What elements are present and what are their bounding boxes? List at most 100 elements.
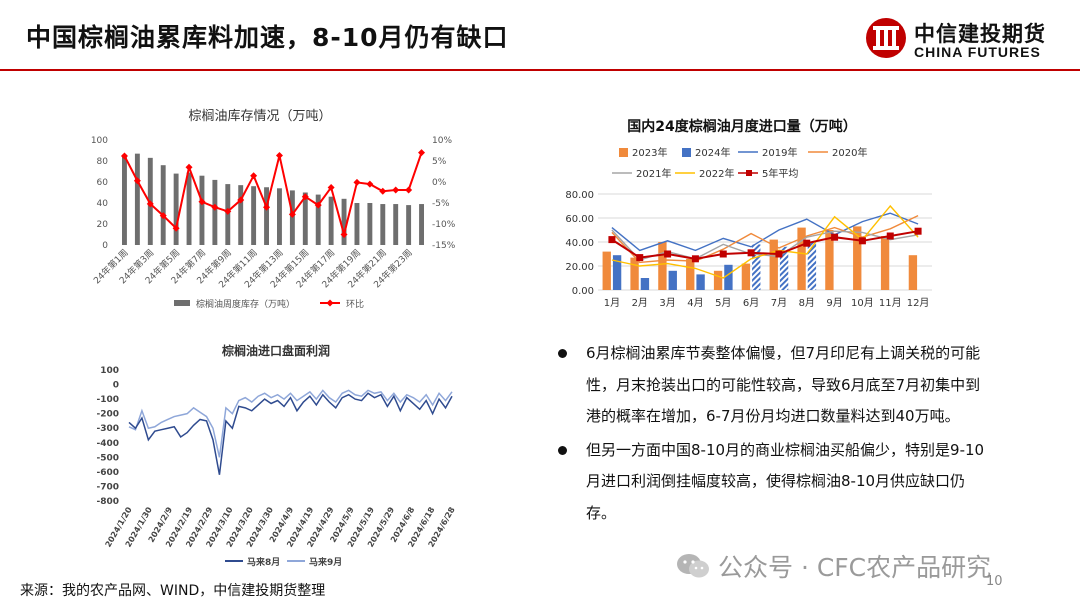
avg-marker (636, 254, 644, 262)
bar-2024 (640, 278, 650, 290)
y-tick-left: 20 (97, 220, 109, 230)
inventory-bar (419, 204, 424, 245)
inventory-bar (315, 194, 321, 245)
inventory-bar (264, 187, 269, 245)
logo-en: CHINA FUTURES (914, 44, 1041, 60)
watermark-text: 公众号 · CFC农产品研究 (718, 553, 992, 582)
avg-marker (775, 250, 783, 258)
avg-marker (691, 255, 699, 263)
bullet-dot-icon (558, 445, 567, 455)
x-tick: 6月 (743, 297, 759, 309)
x-tick: 11月 (879, 297, 902, 309)
inventory-bar (406, 205, 412, 245)
y-tick-right: -10% (432, 220, 456, 230)
legend-label: 2024年 (695, 146, 730, 159)
legend-label: 2022年 (699, 167, 734, 180)
bullet-item: 6月棕榈油累库节奏整体偏慢，但7月印尼有上调关税的可能性，月末抢装出口的可能性较… (558, 338, 988, 433)
inventory-bar (277, 188, 282, 245)
wow-point (250, 172, 258, 180)
line-2020年 (611, 214, 919, 264)
legend-label: 环比 (346, 298, 364, 310)
y-tick-right: -15% (432, 241, 456, 251)
avg-marker (747, 249, 755, 257)
profit-line-马来9月 (128, 389, 453, 458)
legend-label: 棕榈油周度库存（万吨） (196, 298, 295, 310)
inventory-bar (160, 165, 166, 245)
y-tick-left: 100 (91, 136, 108, 146)
y-tick: -600 (96, 468, 119, 478)
y-tick: 40.00 (565, 238, 594, 249)
inventory-bar (212, 179, 218, 245)
wow-point (366, 180, 374, 188)
bar-2024 (779, 246, 789, 290)
avg-marker (664, 250, 672, 258)
bar-2024 (696, 274, 705, 290)
avg-marker (858, 237, 866, 245)
bar-2024 (807, 242, 817, 290)
x-tick: 10月 (851, 297, 874, 309)
legend-label: 2023年 (632, 146, 667, 159)
wow-point (159, 212, 167, 220)
avg-marker (719, 250, 727, 258)
inventory-bar (199, 175, 205, 245)
line-5年平均 (611, 230, 919, 260)
x-tick: 9月 (826, 297, 842, 309)
legend-label: 2019年 (762, 146, 797, 159)
bar-2023 (880, 236, 890, 290)
x-tick: 3月 (659, 297, 675, 309)
wow-point (379, 187, 387, 195)
chart-title: 棕榈油库存情况（万吨） (188, 108, 331, 124)
y-tick-right: 0% (432, 178, 447, 188)
y-tick: -400 (96, 439, 119, 449)
source-note: 来源：我的农产品网、WIND，中信建投期货整理 (20, 583, 326, 599)
wow-point (353, 178, 361, 186)
legend-marker (326, 299, 334, 307)
y-tick: -300 (96, 424, 119, 434)
wow-point (263, 203, 271, 211)
inventory-bar (251, 186, 257, 245)
wow-point (392, 186, 400, 194)
bar-2023 (853, 226, 862, 290)
wechat-icon (677, 554, 709, 578)
y-tick: 0 (113, 381, 119, 391)
wow-point (275, 152, 283, 160)
y-tick-right: 10% (432, 136, 452, 146)
bar-2023 (658, 242, 667, 290)
y-tick-right: 5% (432, 157, 447, 167)
avg-marker (608, 236, 616, 244)
y-tick: -500 (96, 453, 119, 463)
avg-marker (886, 232, 894, 240)
page-title: 中国棕榈油累库料加速，8-10月仍有缺口 (26, 23, 509, 52)
inventory-bar (122, 154, 127, 245)
bar-2023 (686, 258, 695, 290)
inventory-bar (186, 172, 192, 245)
x-tick: 2月 (632, 297, 648, 309)
wow-point (405, 186, 413, 194)
wow-point (185, 163, 193, 171)
bullet-item: 但另一方面中国8-10月的商业棕榈油买船偏少，特别是9-10月进口利润倒挂幅度较… (558, 435, 988, 530)
wow-point (327, 183, 335, 191)
y-tick-left: 40 (97, 199, 109, 209)
x-tick: 1月 (604, 297, 620, 309)
bar-2023 (602, 251, 611, 290)
inventory-bar (328, 196, 334, 245)
inventory-bar (173, 173, 179, 245)
legend-label: 2020年 (832, 146, 867, 159)
y-tick: 20.00 (565, 262, 594, 273)
y-tick-left: 80 (97, 157, 109, 167)
profit-chart: 棕榈油进口盘面利润 100 0 -100 -200 -300 -400 -500 -600 -7… (96, 343, 456, 568)
y-tick: -200 (96, 410, 119, 420)
title-divider (0, 69, 1080, 71)
company-logo: 中信建投期货 CHINA FUTURES (864, 16, 1054, 62)
bar-2023 (769, 239, 778, 290)
inventory-bar (380, 204, 386, 245)
bar-2023 (713, 270, 723, 290)
y-tick: 80.00 (565, 190, 594, 201)
x-tick: 5月 (715, 297, 731, 309)
avg-marker (803, 239, 811, 247)
inventory-bar (393, 204, 399, 245)
y-tick: -800 (96, 497, 119, 507)
y-tick: -700 (96, 482, 119, 492)
bullet-list: 6月棕榈油累库节奏整体偏慢，但7月印尼有上调关税的可能性，月末抢装出口的可能性较… (558, 338, 988, 531)
line-2022年 (611, 204, 919, 279)
